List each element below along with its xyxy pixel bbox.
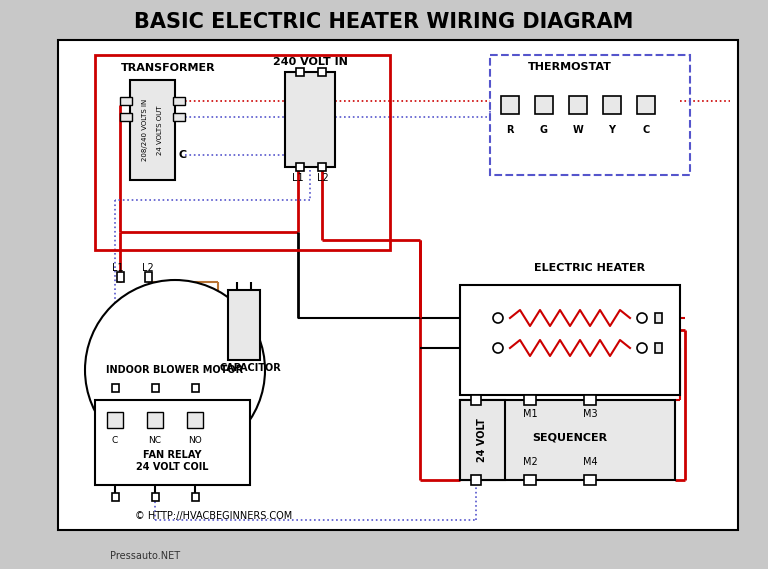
Bar [173, 113, 185, 121]
Bar [151, 384, 158, 392]
Bar [654, 343, 661, 353]
Text: C: C [642, 125, 650, 135]
Bar [173, 97, 185, 105]
Bar [569, 96, 587, 114]
Text: R: R [506, 125, 514, 135]
Text: C: C [112, 435, 118, 444]
Text: NC: NC [148, 435, 161, 444]
Bar [501, 96, 519, 114]
Text: M4: M4 [583, 457, 598, 467]
Text: 24 VOLTS OUT: 24 VOLTS OUT [157, 105, 163, 155]
Text: BASIC ELECTRIC HEATER WIRING DIAGRAM: BASIC ELECTRIC HEATER WIRING DIAGRAM [134, 12, 634, 32]
Bar [95, 55, 390, 250]
Bar [584, 475, 596, 485]
Text: INDOOR BLOWER MOTOR: INDOOR BLOWER MOTOR [107, 365, 243, 375]
Bar [471, 475, 481, 485]
Text: L2: L2 [317, 173, 329, 183]
Text: SEQUENCER: SEQUENCER [532, 432, 607, 442]
Bar [535, 96, 553, 114]
Bar [490, 55, 690, 175]
Text: TRANSFORMER: TRANSFORMER [121, 63, 215, 73]
Bar [460, 400, 505, 480]
Text: ELECTRIC HEATER: ELECTRIC HEATER [535, 263, 646, 273]
Bar [228, 290, 260, 360]
Text: W: W [573, 125, 584, 135]
Text: 24 VOLT: 24 VOLT [477, 418, 487, 462]
Text: 240 VOLT IN: 240 VOLT IN [273, 57, 347, 67]
Bar [654, 313, 661, 323]
Bar [111, 493, 118, 501]
Circle shape [637, 343, 647, 353]
Bar [637, 96, 655, 114]
Text: C: C [179, 150, 187, 160]
Bar [120, 113, 132, 121]
Text: M3: M3 [583, 409, 598, 419]
Circle shape [493, 343, 503, 353]
Bar [191, 493, 198, 501]
Text: Pressauto.NET: Pressauto.NET [110, 551, 180, 561]
Circle shape [85, 280, 265, 460]
Text: M1: M1 [523, 409, 538, 419]
Bar [285, 72, 335, 167]
Bar [471, 395, 481, 405]
Text: CAPACITOR: CAPACITOR [219, 363, 281, 373]
Bar [151, 493, 158, 501]
Bar [58, 40, 738, 530]
Text: G: G [540, 125, 548, 135]
Circle shape [493, 313, 503, 323]
Bar [296, 68, 304, 76]
Bar [603, 96, 621, 114]
Text: FAN RELAY: FAN RELAY [143, 450, 201, 460]
Text: © HTTP://HVACBEGINNERS.COM: © HTTP://HVACBEGINNERS.COM [135, 511, 293, 521]
Bar [318, 68, 326, 76]
Bar [187, 412, 203, 428]
Text: Y: Y [608, 125, 615, 135]
Text: L2: L2 [142, 263, 154, 273]
Bar [147, 412, 163, 428]
Circle shape [637, 313, 647, 323]
Text: 24 VOLT COIL: 24 VOLT COIL [136, 462, 208, 472]
Text: L1: L1 [292, 173, 304, 183]
Text: L1: L1 [112, 263, 124, 273]
Text: 208/240 VOLTS IN: 208/240 VOLTS IN [142, 99, 148, 161]
Bar [460, 400, 675, 480]
Text: NO: NO [188, 435, 202, 444]
Bar [144, 272, 151, 282]
Bar [117, 272, 124, 282]
Bar [524, 475, 536, 485]
Bar [130, 80, 175, 180]
Bar [584, 395, 596, 405]
Bar [524, 395, 536, 405]
Bar [95, 400, 250, 485]
Text: THERMOSTAT: THERMOSTAT [528, 62, 612, 72]
Bar [460, 285, 680, 395]
Bar [107, 412, 123, 428]
Bar [191, 384, 198, 392]
Bar [111, 384, 118, 392]
Bar [296, 163, 304, 171]
Text: M2: M2 [523, 457, 538, 467]
Bar [120, 97, 132, 105]
Bar [318, 163, 326, 171]
